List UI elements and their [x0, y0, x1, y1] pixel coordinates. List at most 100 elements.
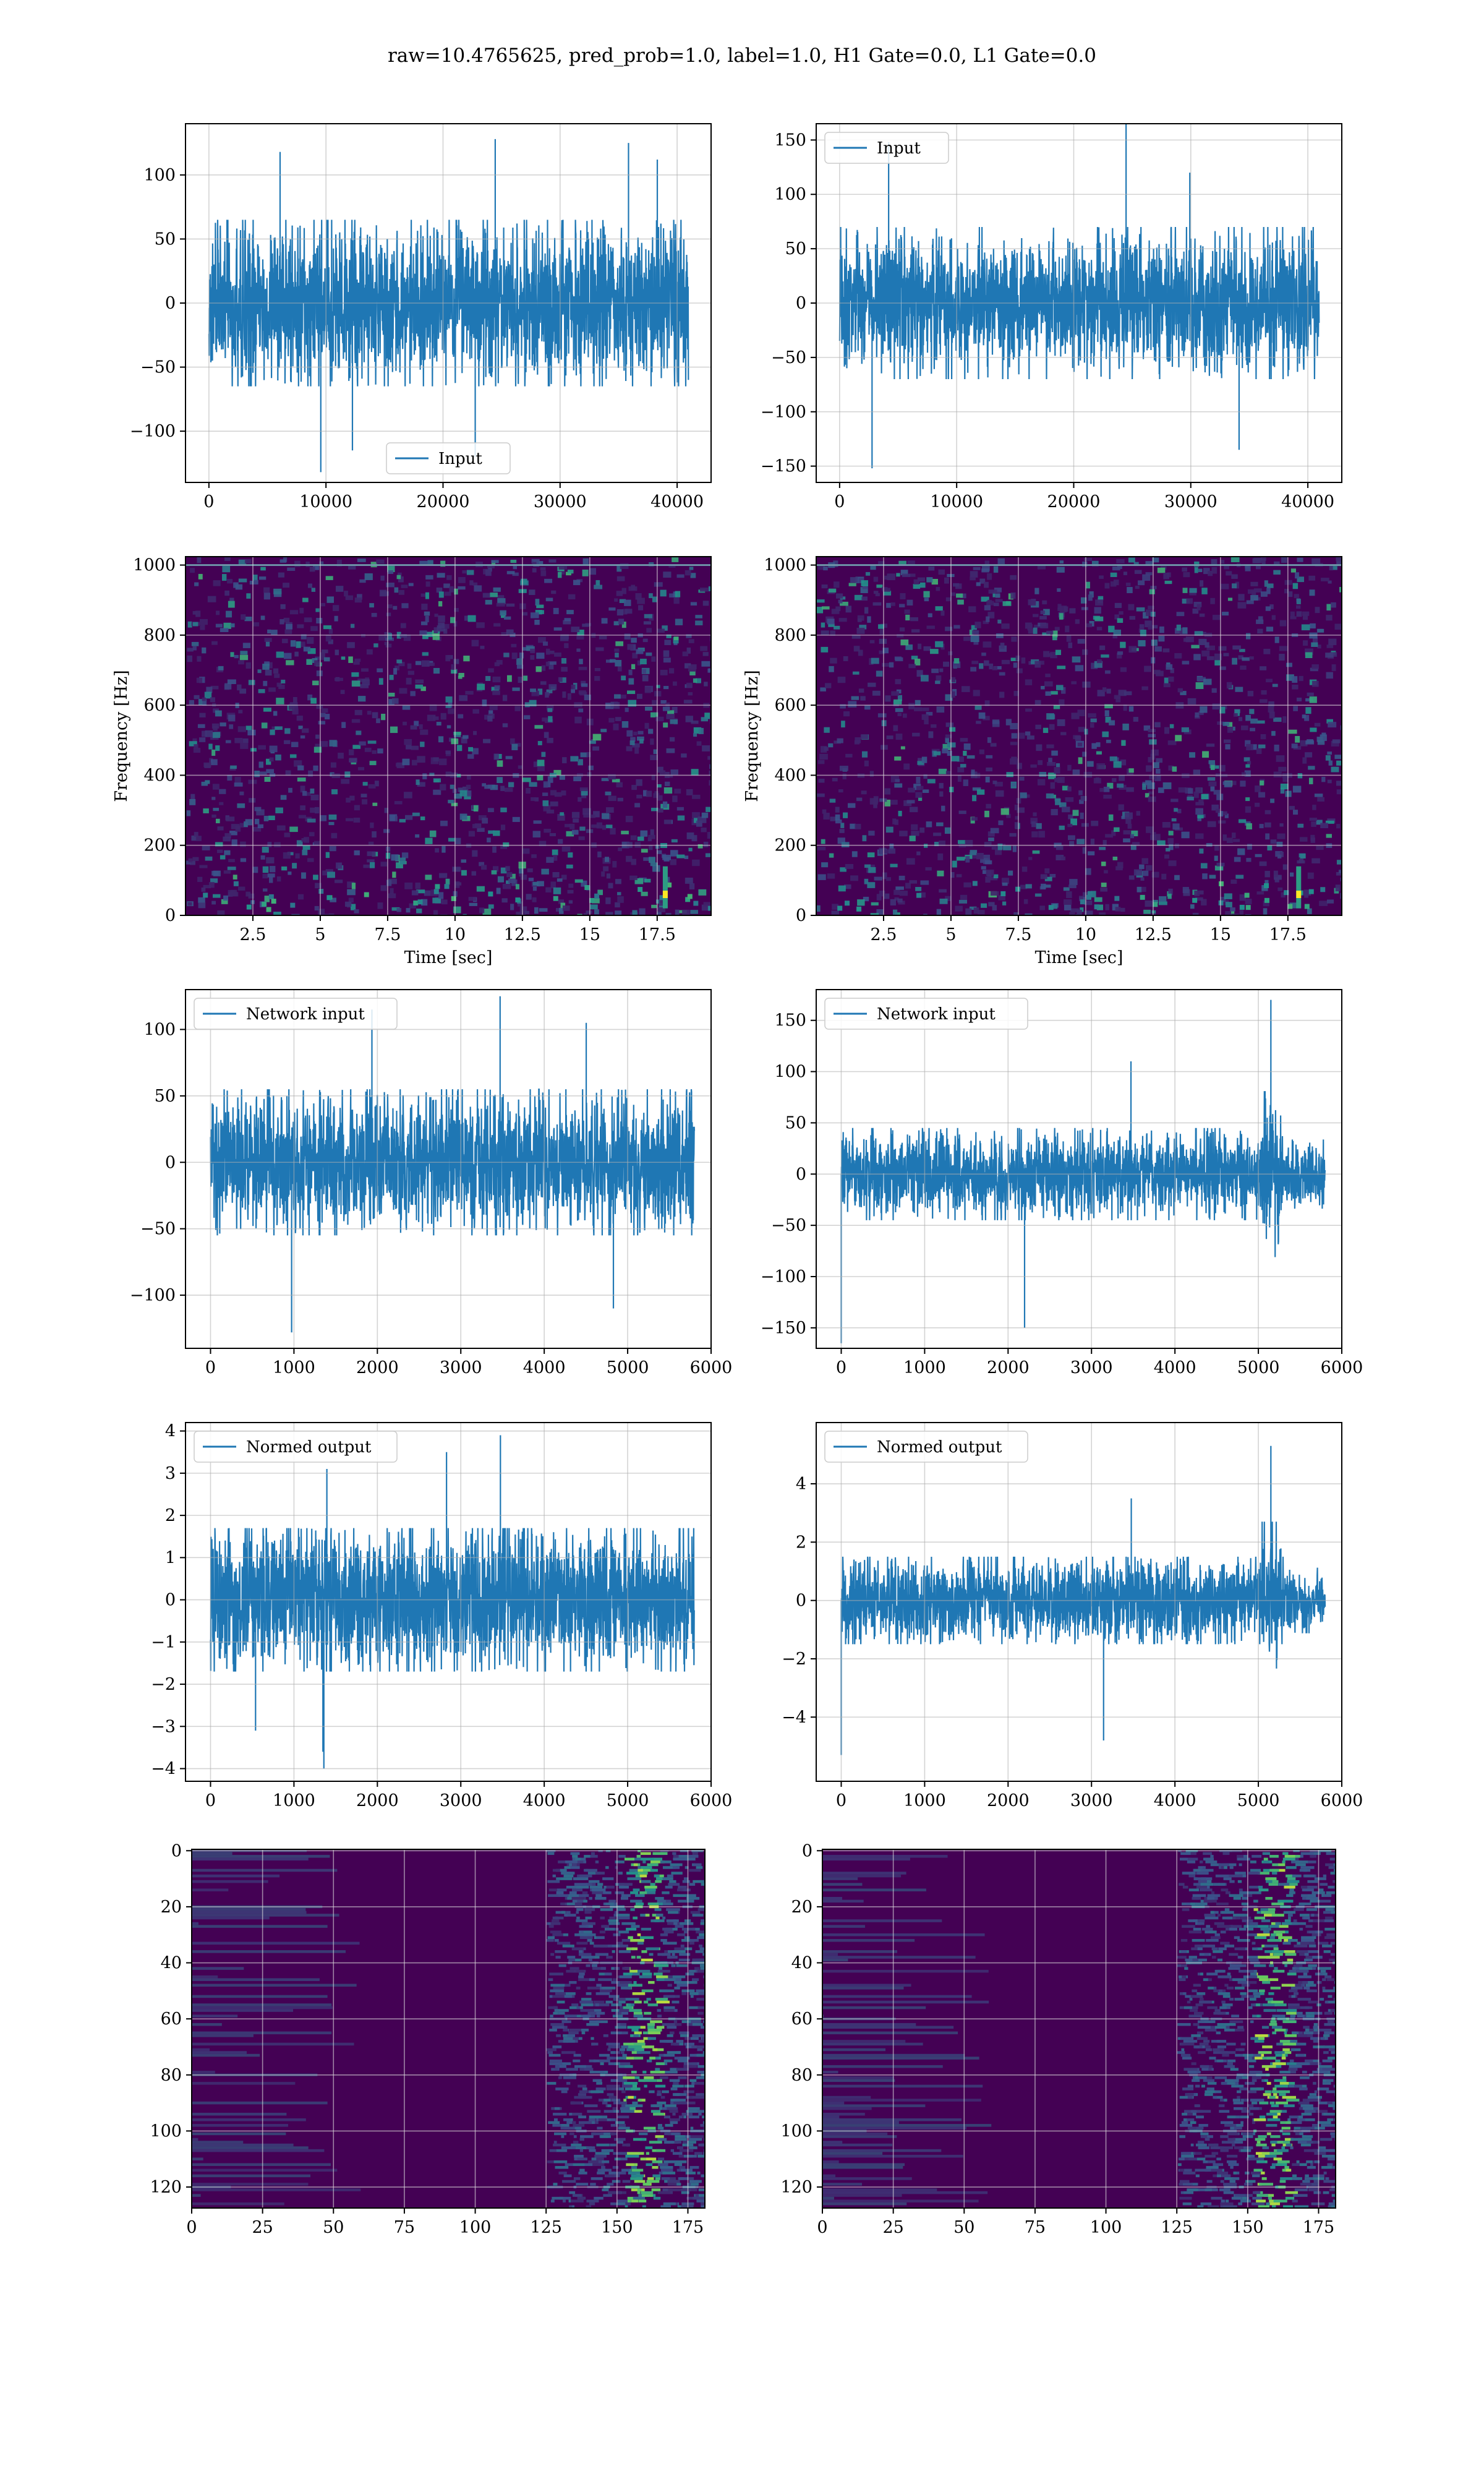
spectrogram-cell: [1260, 666, 1267, 670]
feature-cell: [1265, 1877, 1277, 1880]
axes-frame: [816, 1422, 1342, 1782]
spectrogram-cell: [1036, 744, 1043, 751]
spectrogram-cell: [923, 914, 927, 915]
feature-cell: [615, 2009, 629, 2012]
spectrogram-cell: [888, 848, 896, 854]
spectrogram-cell: [917, 761, 924, 765]
spectrogram-cell: [1255, 564, 1261, 570]
spectrogram-cell: [686, 634, 692, 638]
feature-cell: [591, 1888, 606, 1891]
spectrogram-cell: [467, 754, 474, 759]
spectrogram-cell: [487, 808, 494, 813]
spectrogram-cell: [456, 745, 463, 751]
spectrogram-cell: [1088, 594, 1093, 601]
spectrogram-cell: [1256, 619, 1264, 624]
spectrogram-cell: [969, 630, 973, 635]
feature-streak: [192, 1950, 346, 1953]
feature-cell: [603, 2099, 611, 2102]
spectrogram-cell: [1270, 798, 1275, 803]
spectrogram-cell: [446, 575, 452, 580]
spectrogram-cell: [597, 889, 603, 896]
spectrogram-cell: [1305, 707, 1311, 714]
spectrogram-cell: [546, 650, 555, 654]
feature-streak: [192, 2034, 254, 2037]
feature-cell: [579, 2149, 583, 2152]
feature-cell: [1273, 1933, 1283, 1937]
feature-cell: [660, 2205, 672, 2208]
spectrogram-cell: [1231, 914, 1239, 915]
spectrogram-cell: [821, 646, 829, 653]
spectrogram-cell: [970, 576, 976, 581]
spectrogram-cell: [383, 829, 390, 833]
feature-cell: [581, 2003, 594, 2006]
legend-box: [386, 442, 511, 474]
feature-cell: [1200, 1919, 1205, 1922]
feature-cell: [600, 1916, 605, 1920]
spectrogram-cell: [652, 865, 660, 872]
spectrogram-cell: [410, 725, 417, 730]
spectrogram-cell: [1201, 588, 1208, 594]
spectrogram-cell: [388, 570, 394, 575]
spectrogram-cell: [1245, 764, 1250, 768]
spectrogram-cell: [441, 899, 448, 905]
spectrogram-cell: [882, 662, 890, 667]
spectrogram-cell: [848, 803, 856, 808]
spectrogram-cell: [1015, 655, 1020, 661]
spectrogram-cell: [528, 878, 534, 881]
feature-cell: [641, 1989, 654, 1993]
spectrogram-cell: [1286, 674, 1294, 681]
feature-cell: [549, 2062, 563, 2065]
spectrogram-cell: [463, 735, 469, 739]
spectrogram-cell: [1195, 787, 1202, 794]
spectrogram-cell: [1194, 890, 1200, 897]
feature-cell: [1258, 1872, 1270, 1875]
spectrogram-cell: [960, 764, 966, 768]
spectrogram-cell: [1108, 625, 1115, 633]
spectrogram-cell: [984, 810, 989, 818]
spectrogram-cell: [238, 559, 247, 565]
feature-cell: [1210, 1911, 1219, 1914]
spectrogram-cell: [211, 797, 216, 800]
feature-cell: [662, 1877, 670, 1880]
spectrogram-cell: [992, 781, 997, 784]
spectrogram-cell: [1174, 843, 1179, 849]
spectrogram-cell: [938, 569, 945, 575]
spectrogram-cell: [558, 907, 564, 914]
spectrogram-cell: [1086, 894, 1092, 900]
spectrogram-cell: [403, 721, 407, 726]
spectrogram-cell: [560, 677, 566, 683]
feature-cell: [692, 2095, 705, 2099]
spectrogram-cell: [1331, 664, 1336, 671]
feature-cell: [602, 2152, 610, 2155]
spectrogram-cell: [1159, 896, 1167, 902]
x-tick-label: 3000: [1070, 1791, 1113, 1810]
spectrogram-cell: [817, 760, 825, 764]
spectrogram-cell: [1260, 780, 1264, 785]
feature-cell: [548, 1978, 553, 1981]
spectrogram-cell: [983, 716, 990, 721]
feature-cell: [655, 2177, 660, 2180]
spectrogram-cell: [1075, 735, 1081, 742]
spectrogram-cell: [1128, 768, 1134, 773]
spectrogram-cell: [1214, 855, 1218, 861]
feature-cell: [556, 2000, 565, 2004]
spectrogram-cell: [546, 689, 553, 693]
feature-cell: [591, 2177, 603, 2180]
feature-cell: [695, 2194, 699, 2197]
feature-cell: [1281, 1903, 1284, 1906]
feature-cell: [650, 1883, 655, 1886]
feature-cell: [647, 2177, 654, 2180]
feature-cell: [573, 2177, 581, 2180]
feature-cell: [618, 1872, 623, 1875]
spectrogram-cell: [313, 564, 320, 570]
spectrogram-cell: [1177, 808, 1182, 813]
spectrogram-cell: [1272, 683, 1278, 687]
feature-cell: [549, 2059, 562, 2063]
spectrogram-cell: [626, 855, 633, 862]
spectrogram-cell: [254, 818, 260, 824]
spectrogram-cell: [1293, 706, 1298, 711]
feature-cell: [563, 2076, 576, 2079]
feature-cell: [575, 2146, 589, 2149]
spectrogram-cell: [416, 908, 422, 914]
spectrogram-cell: [462, 570, 467, 574]
